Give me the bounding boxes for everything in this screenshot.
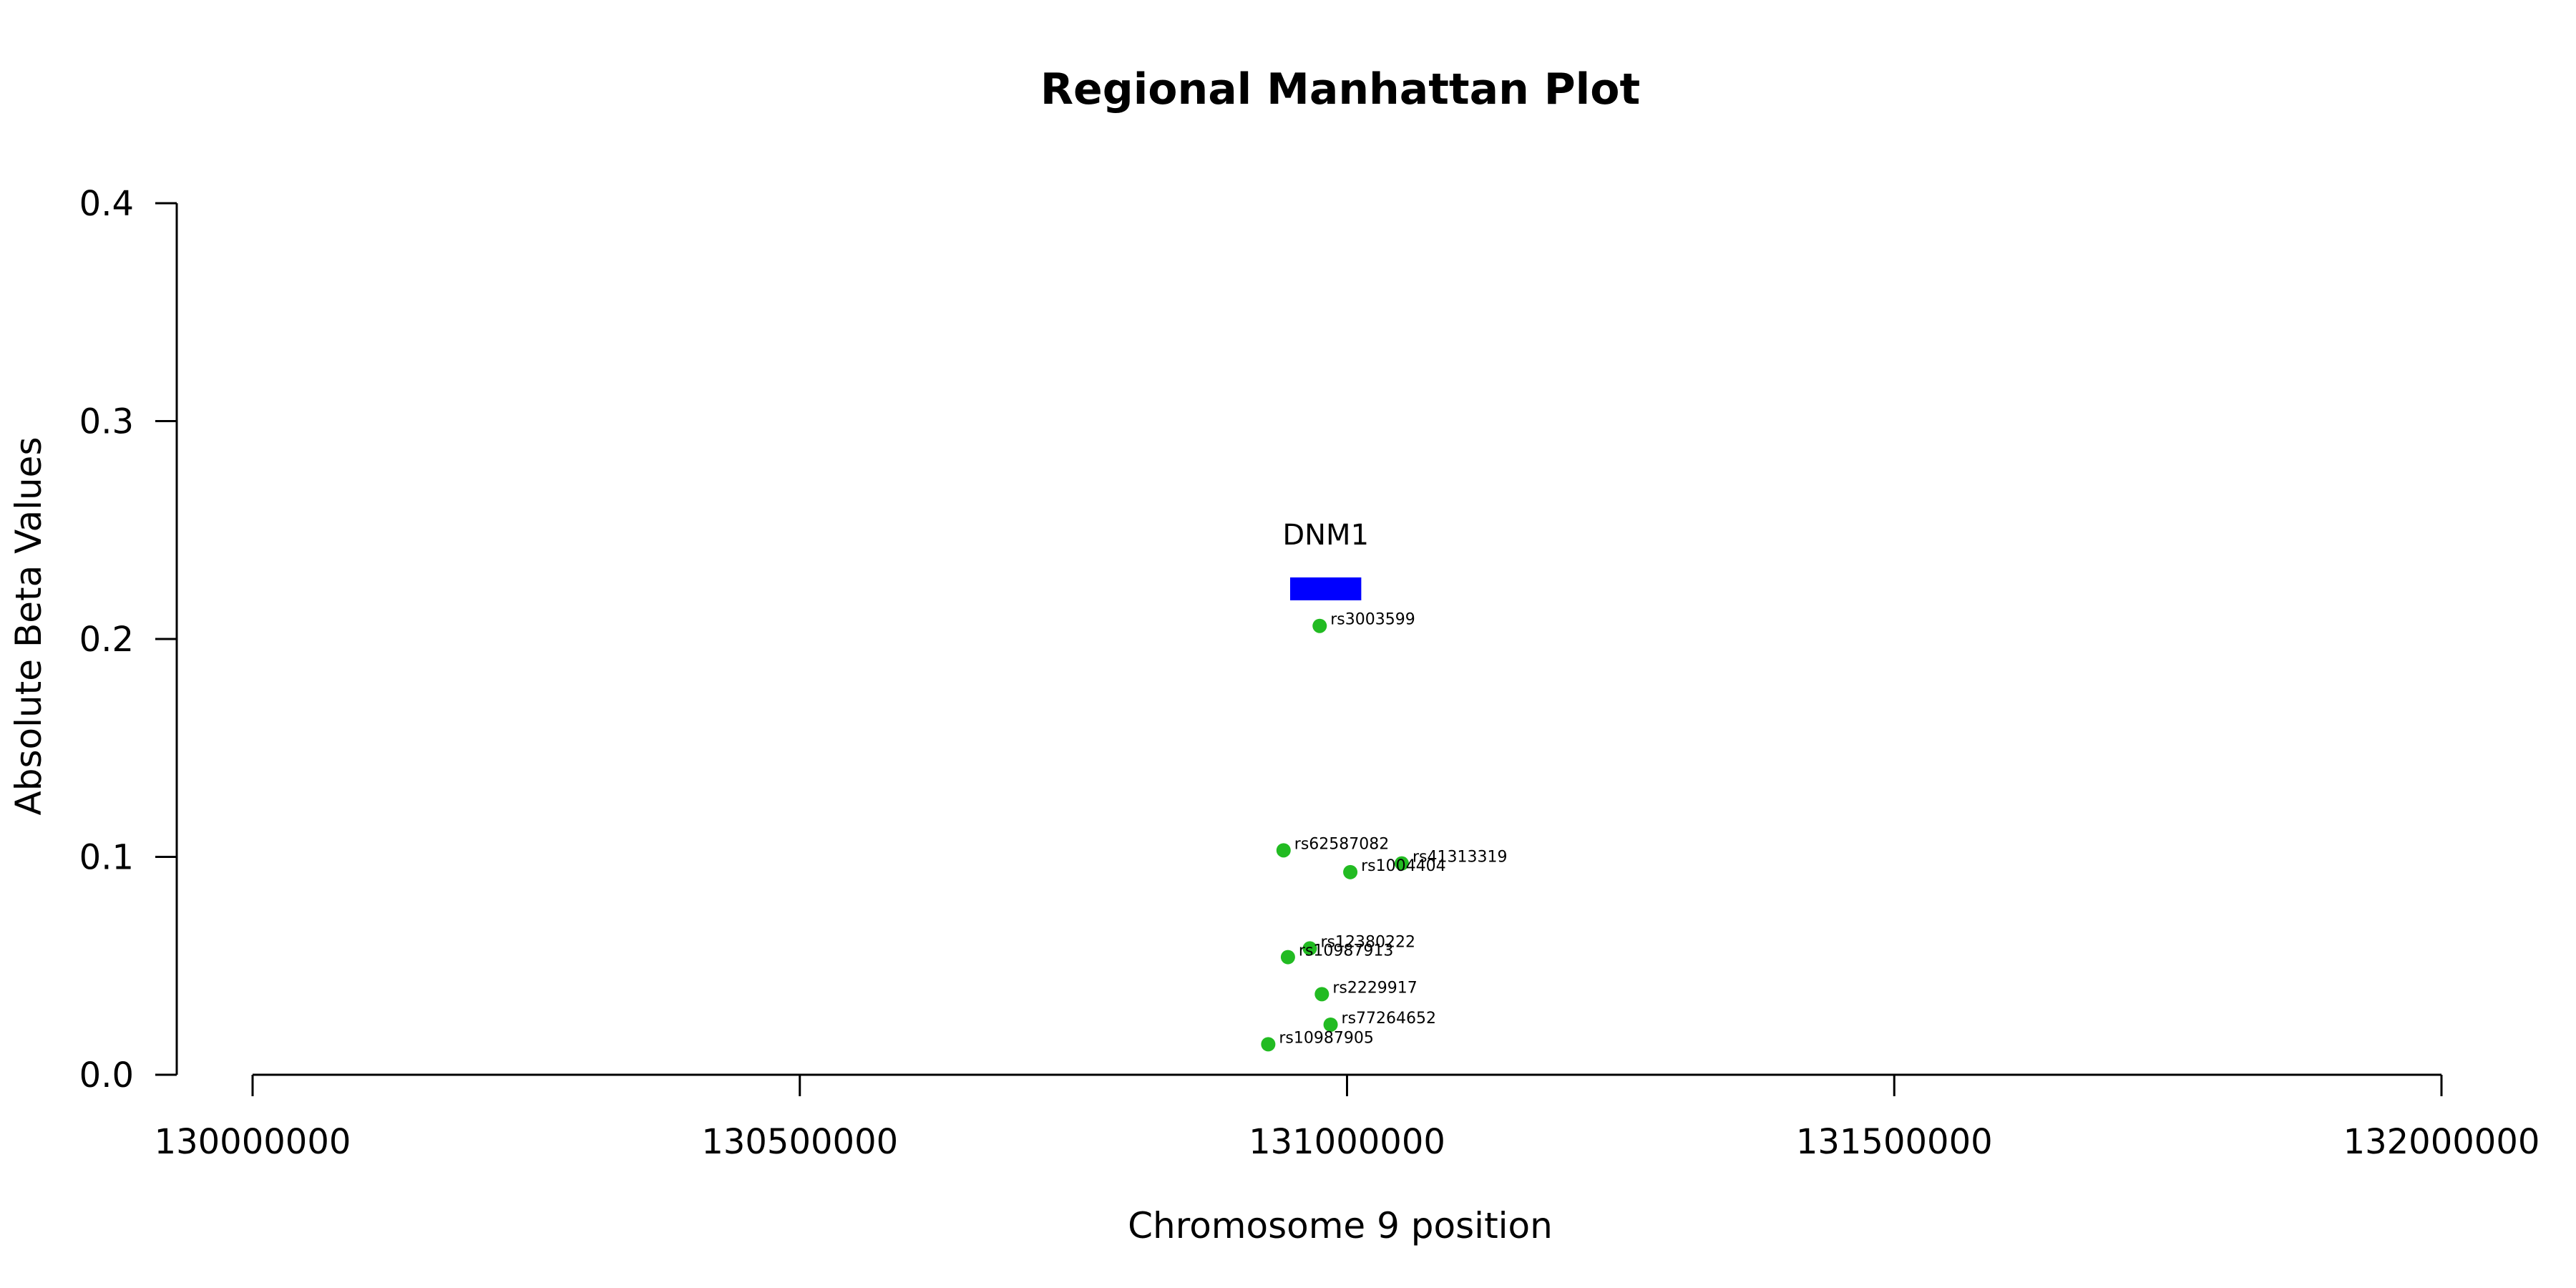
snp-label: rs10987913: [1299, 942, 1393, 960]
snp-label: rs77264652: [1342, 1010, 1436, 1028]
snp-point: [1261, 1037, 1276, 1052]
snp-point: [1276, 843, 1291, 858]
gene-track: DNM1: [1282, 519, 1369, 600]
x-tick-label: 130500000: [701, 1122, 898, 1162]
x-tick-label: 131500000: [1796, 1122, 1993, 1162]
snp-label: rs10987905: [1279, 1029, 1373, 1047]
snp-label: rs62587082: [1294, 835, 1389, 853]
snp-point: [1280, 950, 1295, 965]
snp-label: rs1004404: [1361, 857, 1446, 875]
snp-point: [1394, 856, 1409, 871]
snp-label: rs12380222: [1320, 933, 1415, 951]
chart-title: Regional Manhattan Plot: [1040, 64, 1640, 114]
axes: 0.0 0.1 0.2 0.3 0.4 130000000 130500000 1310000…: [79, 184, 2540, 1162]
snp-point: [1343, 864, 1358, 879]
y-tick-label: 0.1: [79, 838, 134, 878]
snp-point: [1314, 987, 1330, 1002]
snp-point: [1312, 618, 1327, 633]
snp-point: [1323, 1017, 1338, 1032]
x-tick-label: 131000000: [1249, 1122, 1445, 1162]
y-tick-label: 0.0: [79, 1055, 134, 1096]
snp-label: rs3003599: [1330, 611, 1415, 629]
gene-bar: [1289, 577, 1362, 600]
snp-label: rs2229917: [1332, 979, 1418, 997]
y-tick-label: 0.2: [79, 620, 134, 660]
x-tick-label: 130000000: [155, 1122, 351, 1162]
snp-point: [1302, 941, 1317, 956]
y-tick-label: 0.4: [79, 184, 134, 224]
x-axis-label: Chromosome 9 position: [1128, 1205, 1553, 1246]
y-axis-label: Absolute Beta Values: [8, 437, 49, 816]
x-tick-label: 132000000: [2343, 1122, 2540, 1162]
gene-label: DNM1: [1282, 519, 1369, 552]
y-tick-label: 0.3: [79, 402, 134, 442]
snp-label: rs41313319: [1413, 849, 1507, 867]
